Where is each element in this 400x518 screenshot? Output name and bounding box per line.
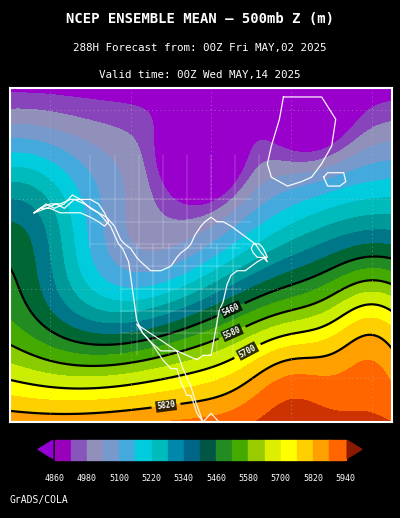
Bar [281, 440, 297, 460]
Text: Valid time: 00Z Wed MAY,14 2025: Valid time: 00Z Wed MAY,14 2025 [99, 70, 301, 80]
Bar [152, 440, 168, 460]
Bar [216, 440, 233, 460]
Text: 5700: 5700 [237, 343, 258, 359]
Bar [329, 440, 346, 460]
Bar [313, 440, 330, 460]
Text: 288H Forecast from: 00Z Fri MAY,02 2025: 288H Forecast from: 00Z Fri MAY,02 2025 [73, 43, 327, 53]
Bar [87, 440, 104, 460]
Bar [55, 440, 71, 460]
Bar [71, 440, 87, 460]
Text: 5820: 5820 [303, 473, 323, 483]
FancyArrow shape [38, 440, 53, 458]
Text: 4980: 4980 [77, 473, 97, 483]
Text: 5820: 5820 [156, 400, 176, 411]
Bar [119, 440, 136, 460]
Text: 5460: 5460 [221, 301, 242, 318]
Bar [135, 440, 152, 460]
Text: 5340: 5340 [174, 473, 194, 483]
Text: 5580: 5580 [222, 325, 242, 341]
Bar [168, 440, 184, 460]
Bar [200, 440, 216, 460]
Bar [265, 440, 281, 460]
Text: 5580: 5580 [238, 473, 258, 483]
Bar [232, 440, 249, 460]
Bar [103, 440, 120, 460]
Text: 5940: 5940 [335, 473, 355, 483]
Text: 5220: 5220 [142, 473, 162, 483]
Text: NCEP ENSEMBLE MEAN – 500mb Z (m): NCEP ENSEMBLE MEAN – 500mb Z (m) [66, 12, 334, 26]
Bar [248, 440, 265, 460]
Text: 5100: 5100 [109, 473, 129, 483]
Bar [184, 440, 200, 460]
Text: 4860: 4860 [45, 473, 65, 483]
FancyArrow shape [347, 440, 362, 458]
Text: 5460: 5460 [206, 473, 226, 483]
Bar [297, 440, 314, 460]
Text: GrADS/COLA: GrADS/COLA [10, 495, 69, 505]
Text: 5700: 5700 [271, 473, 291, 483]
